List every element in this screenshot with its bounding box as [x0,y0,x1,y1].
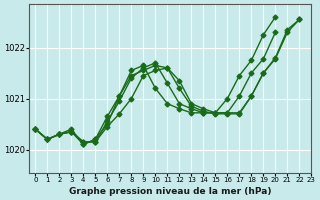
X-axis label: Graphe pression niveau de la mer (hPa): Graphe pression niveau de la mer (hPa) [69,187,272,196]
